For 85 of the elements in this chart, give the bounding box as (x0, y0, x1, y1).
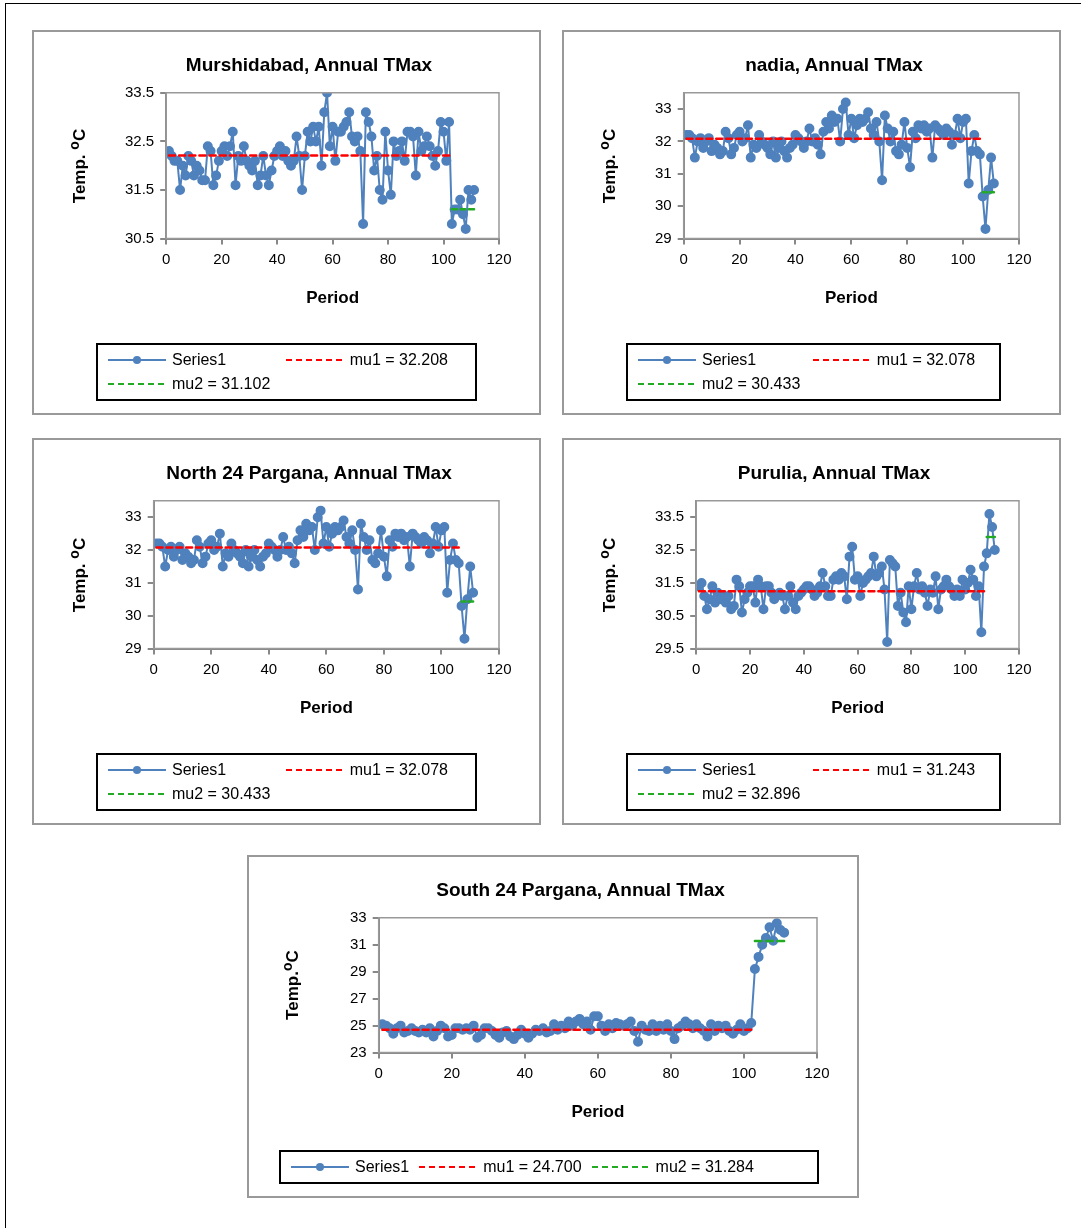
y-tick-label: 30.5 (124, 228, 155, 246)
y-tick-label: 33 (655, 99, 672, 117)
x-tick-label: 100 (952, 659, 978, 677)
x-tick-label: 20 (213, 249, 231, 267)
x-tick-label: 120 (804, 1063, 830, 1081)
legend-label: mu2 = 30.433 (172, 785, 271, 803)
y-tick-label: 32 (655, 131, 672, 149)
x-axis-title: Period (299, 698, 353, 718)
x-tick-label: 120 (1006, 249, 1032, 267)
y-tick-label: 29.5 (654, 638, 685, 656)
legend-label: mu2 = 31.284 (655, 1158, 754, 1176)
x-tick-label: 20 (731, 249, 748, 267)
x-axis-title: Period (831, 698, 885, 718)
x-tick-label: 120 (486, 659, 512, 677)
legend-label: mu1 = 32.078 (876, 351, 976, 369)
x-tick-label: 60 (849, 659, 866, 677)
x-tick-label: 80 (379, 249, 397, 267)
x-axis-title: Period (824, 288, 878, 308)
y-tick-label: 33.5 (124, 82, 155, 100)
y-tick-label: 30 (655, 196, 672, 214)
chart-title: Purulia, Annual TMax (737, 461, 931, 483)
x-tick-label: 40 (260, 659, 278, 677)
y-tick-label: 25 (350, 1015, 367, 1033)
y-tick-label: 31.5 (124, 180, 155, 198)
y-tick-label: 29 (125, 638, 142, 656)
x-tick-label: 100 (731, 1063, 757, 1081)
legend-label: mu1 = 32.208 (349, 351, 448, 369)
x-tick-label: 0 (679, 249, 688, 267)
legend-label: mu2 = 31.102 (172, 375, 271, 393)
x-tick-label: 40 (516, 1063, 534, 1081)
x-tick-label: 100 (428, 659, 454, 677)
y-tick-label: 30.5 (654, 605, 685, 623)
x-tick-label: 80 (662, 1063, 680, 1081)
y-tick-label: 30 (125, 605, 142, 623)
x-tick-label: 20 (443, 1063, 461, 1081)
x-tick-label: 60 (324, 249, 341, 267)
chart-title: Murshidabad, Annual TMax (185, 53, 433, 75)
x-tick-label: 60 (318, 659, 335, 677)
x-tick-label: 80 (898, 249, 916, 267)
chart-title: nadia, Annual TMax (745, 53, 924, 75)
y-tick-label: 29 (350, 961, 367, 979)
y-tick-label: 31 (350, 934, 367, 952)
y-tick-label: 31.5 (654, 573, 685, 591)
x-tick-label: 60 (843, 249, 860, 267)
legend-label: mu1 = 32.078 (349, 761, 448, 779)
legend-label: Series1 (172, 761, 227, 779)
legend-label: Series1 (702, 351, 757, 369)
y-tick-label: 31 (125, 573, 142, 591)
y-tick-label: 33.5 (654, 507, 685, 525)
legend-label: Series1 (355, 1158, 410, 1176)
x-axis-title: Period (571, 1102, 625, 1122)
y-tick-label: 33 (350, 907, 367, 925)
legend-label: mu2 = 32.896 (702, 785, 801, 803)
x-tick-label: 100 (431, 249, 457, 267)
legend-label: mu1 = 24.700 (483, 1158, 582, 1176)
chart-title: South 24 Pargana, Annual TMax (436, 878, 726, 900)
y-tick-label: 31 (655, 163, 672, 181)
x-tick-label: 60 (589, 1063, 607, 1081)
x-tick-label: 80 (903, 659, 920, 677)
x-tick-label: 40 (268, 249, 286, 267)
x-tick-label: 40 (795, 659, 813, 677)
x-tick-label: 0 (692, 659, 701, 677)
x-tick-label: 20 (202, 659, 220, 677)
x-tick-label: 120 (1006, 659, 1032, 677)
legend-label: mu2 = 30.433 (702, 375, 801, 393)
x-tick-label: 120 (486, 249, 512, 267)
y-tick-label: 29 (655, 228, 672, 246)
x-tick-label: 0 (162, 249, 171, 267)
y-tick-label: 32.5 (124, 131, 155, 149)
x-tick-label: 40 (787, 249, 804, 267)
x-tick-label: 20 (741, 659, 759, 677)
legend-label: Series1 (172, 351, 227, 369)
y-tick-label: 23 (350, 1042, 367, 1060)
x-tick-label: 100 (950, 249, 976, 267)
y-tick-label: 33 (125, 507, 142, 525)
y-tick-label: 27 (350, 988, 367, 1006)
x-tick-label: 0 (149, 659, 158, 677)
legend-label: Series1 (702, 761, 757, 779)
y-tick-label: 32 (125, 540, 142, 558)
chart-title: North 24 Pargana, Annual TMax (166, 461, 453, 483)
x-tick-label: 80 (375, 659, 393, 677)
legend-label: mu1 = 31.243 (876, 761, 976, 779)
x-axis-title: Period (306, 288, 360, 308)
x-tick-label: 0 (374, 1063, 383, 1081)
y-tick-label: 32.5 (654, 540, 685, 558)
